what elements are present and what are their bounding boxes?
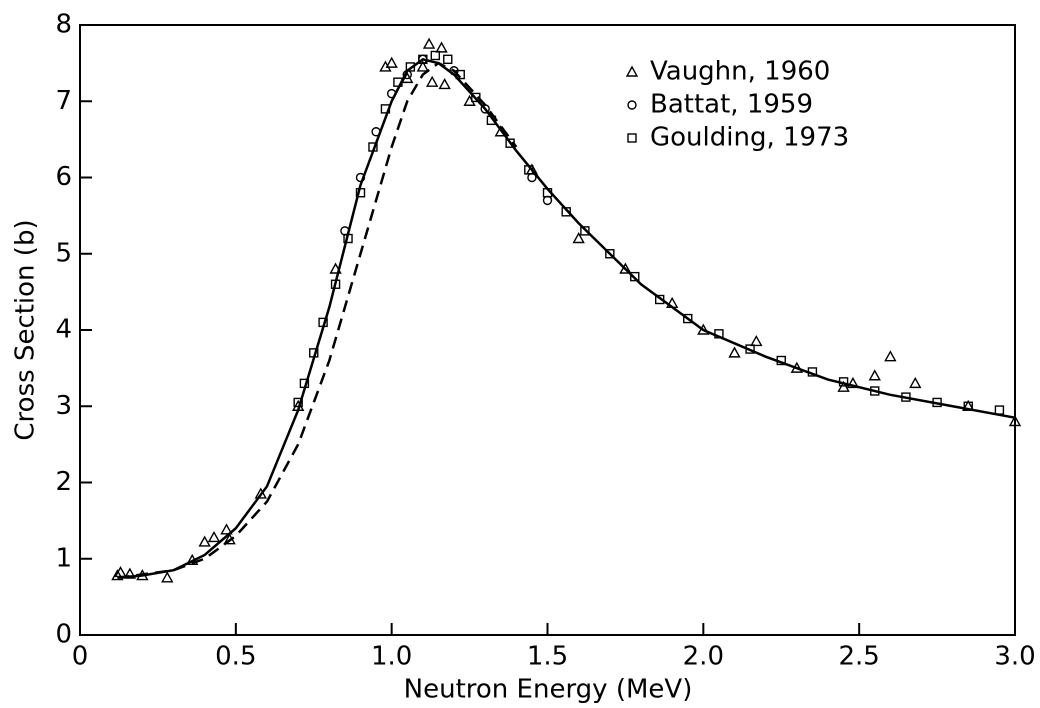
triangle-marker <box>425 75 439 87</box>
solid-curve <box>117 57 1016 580</box>
square-marker <box>605 249 615 259</box>
y-tick-label: 8 <box>55 10 72 40</box>
triangle-marker <box>572 232 585 244</box>
y-tick-label: 0 <box>55 620 72 650</box>
y-tick-label: 6 <box>55 162 72 192</box>
triangle-marker <box>625 65 639 77</box>
x-tick-label: 3.0 <box>994 642 1035 672</box>
triangle-marker <box>111 569 124 581</box>
x-tick-label: 2.0 <box>683 642 724 672</box>
circle-marker <box>542 195 553 206</box>
triangle-marker <box>750 334 763 347</box>
legend-label: Vaughn, 1960 <box>650 57 830 87</box>
y-tick-label: 1 <box>55 543 72 573</box>
x-tick-label: 0.5 <box>215 642 256 672</box>
triangle-marker <box>884 350 897 362</box>
dashed-curve <box>117 61 518 580</box>
triangle-marker <box>161 571 174 583</box>
triangle-marker <box>619 262 632 274</box>
y-tick-label: 5 <box>55 238 72 268</box>
triangle-marker <box>416 60 430 72</box>
triangle-marker <box>198 535 211 547</box>
y-tick-label: 2 <box>55 467 72 497</box>
triangle-marker <box>207 530 221 543</box>
circle-marker <box>627 100 637 110</box>
triangle-marker <box>868 369 881 381</box>
square-marker <box>630 271 640 282</box>
legend-label: Battat, 1959 <box>650 90 813 120</box>
triangle-marker <box>438 78 451 90</box>
y-tick-label: 3 <box>55 391 72 421</box>
triangle-marker <box>422 37 436 49</box>
y-axis-label: Cross Section (b) <box>11 219 41 440</box>
triangle-marker <box>837 380 850 392</box>
triangle-marker <box>728 346 741 358</box>
y-tick-label: 4 <box>55 315 72 345</box>
square-marker <box>994 405 1005 415</box>
legend-label: Goulding, 1973 <box>650 123 849 153</box>
triangle-marker <box>123 567 137 579</box>
x-tick-label: 2.5 <box>838 642 879 672</box>
plot-frame <box>79 24 1016 636</box>
square-marker <box>627 133 637 143</box>
x-tick-label: 0 <box>72 642 89 672</box>
x-tick-label: 1.0 <box>371 642 412 672</box>
triangle-marker <box>1008 415 1022 427</box>
y-tick-label: 7 <box>55 86 72 116</box>
triangle-marker <box>909 376 922 389</box>
x-axis-label: Neutron Energy (MeV) <box>404 675 693 705</box>
triangle-marker <box>435 41 448 53</box>
triangle-marker <box>846 376 860 389</box>
triangle-marker <box>254 487 267 499</box>
triangle-marker <box>385 56 398 68</box>
x-tick-label: 1.5 <box>527 642 568 672</box>
square-marker <box>580 226 590 236</box>
square-marker <box>430 50 440 61</box>
square-marker <box>443 54 453 65</box>
square-marker <box>683 313 693 324</box>
triangle-marker <box>220 523 233 535</box>
